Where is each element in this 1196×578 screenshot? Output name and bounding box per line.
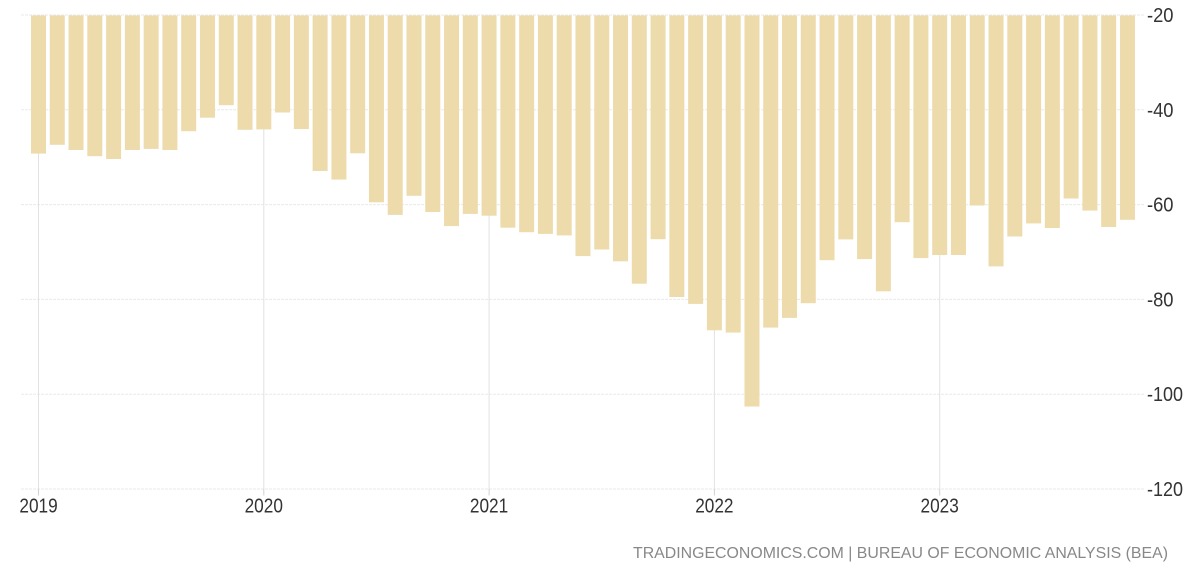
svg-text:2022: 2022 [695, 495, 733, 517]
svg-text:-120: -120 [1147, 479, 1183, 501]
svg-text:2019: 2019 [19, 495, 57, 517]
svg-text:2021: 2021 [470, 495, 508, 517]
svg-text:-40: -40 [1147, 100, 1174, 122]
svg-text:2020: 2020 [245, 495, 283, 517]
svg-text:TRADINGECONOMICS.COM | BUREAU: TRADINGECONOMICS.COM | BUREAU OF ECONOMI… [633, 545, 1168, 562]
svg-text:-20: -20 [1147, 5, 1174, 27]
svg-text:-100: -100 [1147, 384, 1183, 406]
svg-text:2023: 2023 [921, 495, 959, 517]
svg-text:-80: -80 [1147, 289, 1174, 311]
svg-text:-60: -60 [1147, 195, 1174, 217]
